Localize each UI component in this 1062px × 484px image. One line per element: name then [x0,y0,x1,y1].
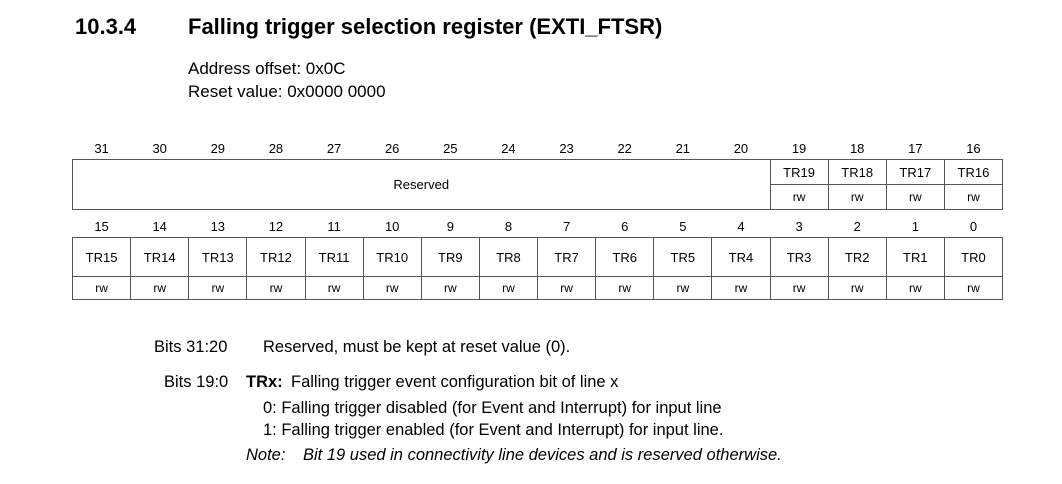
field-name: TR0 [943,237,1004,277]
high-field-row: Reserved TR19 TR18 TR17 TR16 [72,159,1004,210]
bits-19-0-option-0: 0: Falling trigger disabled (for Event a… [263,399,722,417]
access-type: rw [420,276,480,300]
field-name: TR15 [71,237,132,277]
field-name: TR12 [246,237,306,277]
field-name: TR19 [769,159,829,185]
bit-number: 5 [679,218,687,234]
register-low-half: 15 14 13 12 11 10 9 8 7 6 5 4 3 2 1 0 TR… [71,215,1004,300]
bit-number: 13 [210,218,226,234]
access-type: rw [71,276,132,300]
bit-number: 28 [268,140,284,156]
field-name: TR17 [885,159,945,185]
access-type: rw [885,276,945,300]
bit-number: 12 [268,218,284,234]
bit-number: 14 [152,218,167,234]
bit-number: 27 [326,140,342,156]
field-name: TR9 [420,237,480,277]
bit-number: 3 [795,218,803,234]
bit-number: 15 [94,218,109,234]
register-high-half: 31 30 29 28 27 26 25 24 23 22 21 20 19 1… [72,137,1004,210]
bit-number: 1 [911,218,919,234]
low-bit-number-row: 15 14 13 12 11 10 9 8 7 6 5 4 3 2 1 0 [73,215,1003,238]
bits-19-0-label: Bits 19:0 [164,373,229,391]
access-type: rw [536,276,597,300]
bit-number: 19 [791,140,807,156]
bits-19-0-description: Falling trigger event configuration bit … [291,373,619,391]
bit-number: 16 [966,140,981,156]
high-access-row: rw rw rw rw [73,184,1004,210]
field-name: TR1 [885,237,945,277]
bit-number: 24 [501,140,516,156]
bit-number: 20 [733,140,749,156]
high-bit-number-row: 31 30 29 28 27 26 25 24 23 22 21 20 19 1… [73,137,1003,160]
access-type: rw [130,276,190,300]
field-name: TR18 [827,159,887,185]
low-access-row: rw rw rw rw rw rw rw rw rw rw rw rw rw r… [71,276,1004,300]
bit-number: 2 [853,218,861,234]
field-name: TR3 [769,237,829,277]
bit-number: 23 [559,140,574,156]
bit-number: 18 [849,140,865,156]
field-name: TR6 [595,237,655,277]
bits-19-0-field-name: TRx: [246,373,283,391]
bits-31-20-description: Reserved, must be kept at reset value (0… [263,338,571,356]
bit-number: 4 [737,218,745,234]
access-type: rw [827,276,887,300]
field-name: TR4 [711,237,771,277]
section-title: Falling trigger selection register (EXTI… [188,14,663,39]
access-type: rw [362,276,422,300]
bit-number: 22 [617,140,632,156]
bit-number: 0 [969,218,978,234]
access-type: rw [943,184,1004,210]
reset-value: Reset value: 0x0000 0000 [188,82,386,101]
access-type: rw [769,184,829,210]
field-name: TR11 [304,237,364,277]
bit-number: 8 [504,218,513,234]
access-type: rw [769,276,829,300]
bit-number: 30 [152,140,167,156]
access-type: rw [478,276,539,300]
access-type: rw [304,276,364,300]
access-type: rw [827,184,887,210]
address-offset: Address offset: 0x0C [188,59,346,78]
field-name: TR2 [827,237,887,277]
bit-number: 25 [443,140,458,156]
field-name: TR5 [653,237,713,277]
bit-number: 21 [675,140,691,156]
bits-31-20-label: Bits 31:20 [154,338,228,356]
field-name: TR13 [188,237,248,277]
access-type: rw [188,276,248,300]
access-type: rw [246,276,306,300]
bit-number: 7 [562,218,571,234]
bit-number: 29 [210,140,226,156]
field-name: TR7 [536,237,597,277]
bits-19-0-option-1: 1: Falling trigger enabled (for Event an… [263,421,724,439]
note-label: Note: [246,446,286,464]
field-name: TR8 [478,237,539,277]
access-type: rw [653,276,713,300]
bit-number: 11 [327,218,341,234]
access-type: rw [885,184,945,210]
low-field-row: TR15 TR14 TR13 TR12 TR11 TR10 TR9 TR8 TR… [71,237,1004,277]
bit-number: 6 [621,218,629,234]
reserved-field: Reserved [72,159,771,210]
note-text: Bit 19 used in connectivity line devices… [303,446,782,464]
bit-number: 9 [446,218,454,234]
bit-number: 31 [94,140,109,156]
section-number: 10.3.4 [75,14,137,39]
access-type: rw [595,276,655,300]
field-name: TR16 [943,159,1004,185]
bit-number: 26 [384,140,400,156]
field-name: TR10 [362,237,422,277]
access-type: rw [943,276,1004,300]
bit-number: 17 [908,140,923,156]
bit-number: 10 [384,218,400,234]
access-type: rw [711,276,771,300]
field-name: TR14 [130,237,190,277]
